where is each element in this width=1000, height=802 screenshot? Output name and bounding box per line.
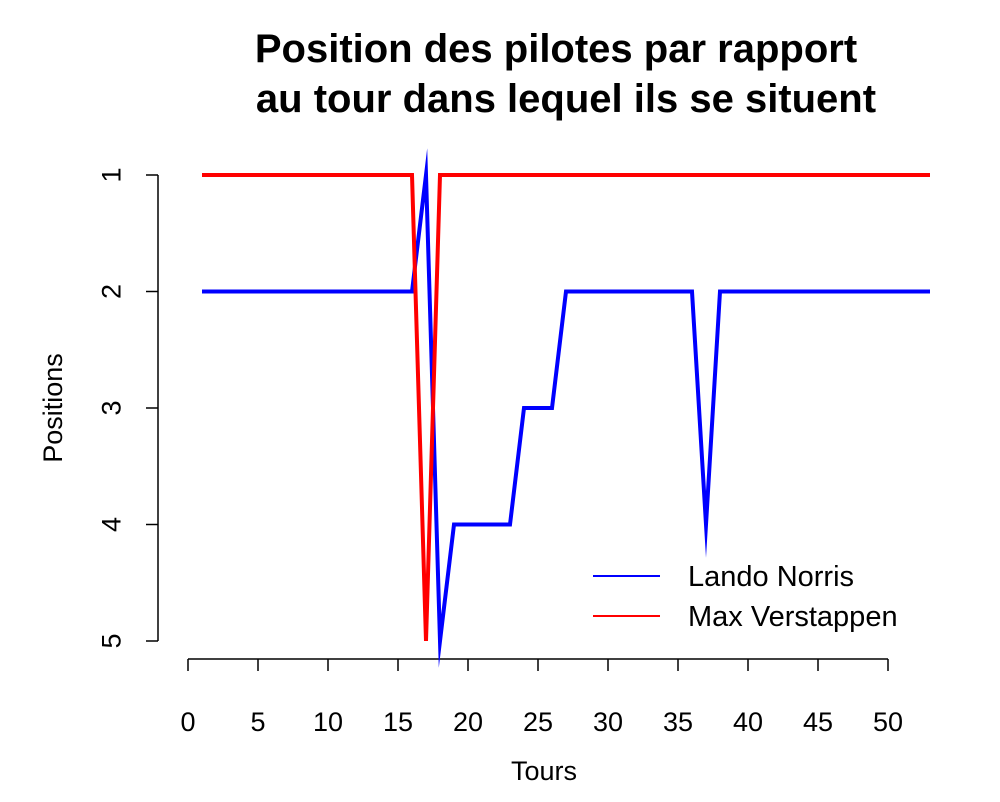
x-tick-label: 10	[313, 707, 343, 737]
x-tick-label: 15	[383, 707, 413, 737]
series-line-lando-norris	[202, 148, 930, 668]
x-axis: 0 5 10 15 20 25 30 35 40 45 50	[180, 658, 903, 737]
x-tick-label: 5	[250, 707, 265, 737]
x-tick-label: 0	[180, 707, 195, 737]
series-line-max-verstappen	[202, 173, 930, 642]
y-tick-label: 4	[96, 517, 126, 532]
series-layer	[202, 148, 930, 668]
y-tick-label: 1	[96, 167, 126, 182]
chart-title-line-1: Position des pilotes par rapport	[255, 27, 857, 71]
y-axis: 1 2 3 4 5	[96, 167, 159, 649]
chart-title-line-2: au tour dans lequel ils se situent	[256, 77, 876, 121]
x-tick-label: 25	[523, 707, 553, 737]
x-tick-label: 50	[873, 707, 903, 737]
x-tick-label: 20	[453, 707, 483, 737]
x-axis-label: Tours	[511, 756, 577, 786]
y-axis-label: Positions	[38, 353, 68, 463]
y-tick-label: 2	[96, 284, 126, 299]
x-tick-label: 30	[593, 707, 623, 737]
legend: Lando Norris Max Verstappen	[593, 561, 898, 633]
y-tick-label: 3	[96, 400, 126, 415]
x-tick-label: 45	[803, 707, 833, 737]
x-tick-label: 35	[663, 707, 693, 737]
legend-label-max-verstappen: Max Verstappen	[688, 601, 898, 633]
legend-label-lando-norris: Lando Norris	[688, 561, 854, 593]
x-tick-label: 40	[733, 707, 763, 737]
y-tick-label: 5	[96, 633, 126, 648]
